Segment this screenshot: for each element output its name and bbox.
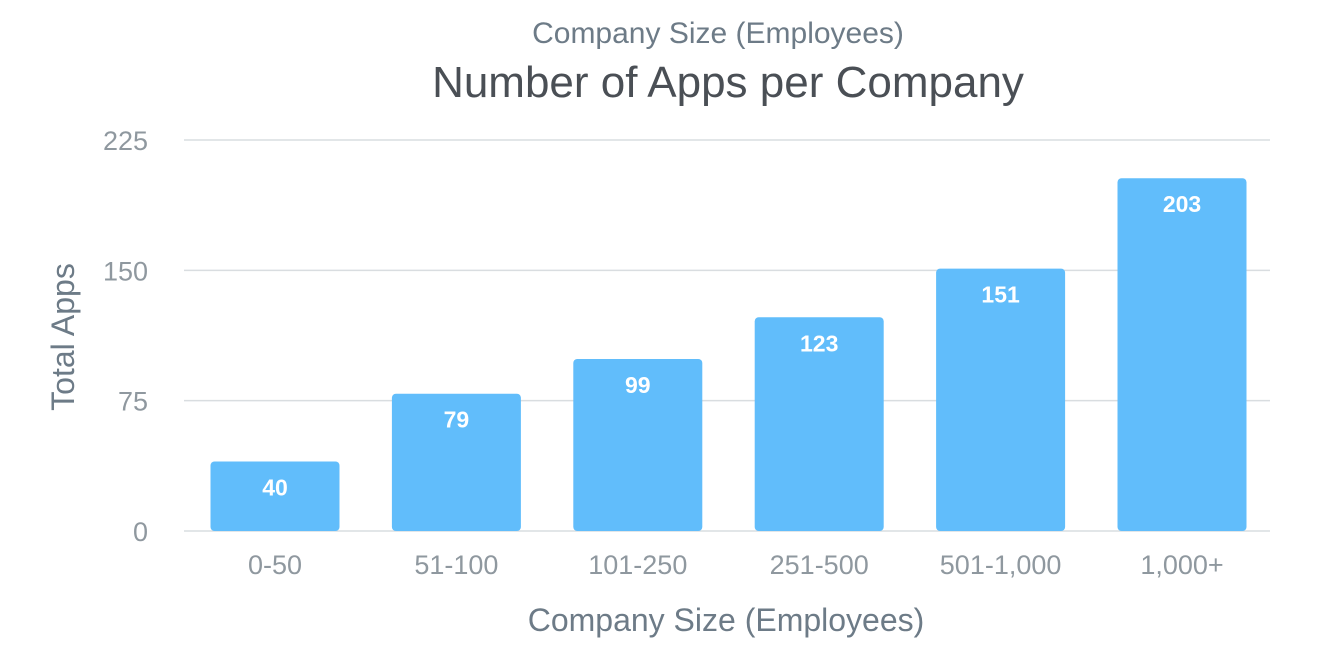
- x-tick-label: 1,000+: [1140, 550, 1223, 580]
- x-tick-label: 101-250: [588, 550, 687, 580]
- bar: [1117, 178, 1247, 531]
- bar: [210, 461, 340, 531]
- chart-title: Number of Apps per Company: [432, 58, 1024, 107]
- gridlines: [184, 139, 1270, 532]
- y-tick-label: 75: [118, 387, 148, 417]
- bar-value-label: 123: [800, 330, 838, 356]
- bar-value-label: 99: [625, 372, 651, 398]
- y-tick-label: 0: [133, 517, 148, 547]
- bar: [754, 317, 884, 531]
- x-tick-label: 0-50: [248, 550, 302, 580]
- y-axis-label: Total Apps: [45, 263, 81, 411]
- chart-subtitle: Company Size (Employees): [532, 17, 904, 50]
- x-axis-label: Company Size (Employees): [528, 602, 925, 638]
- x-tick-label: 51-100: [414, 550, 498, 580]
- bar-value-label: 203: [1163, 191, 1201, 217]
- y-axis-ticks: 0 75 150 225: [103, 126, 148, 547]
- bar-value-label: 79: [444, 407, 470, 433]
- y-tick-label: 225: [103, 126, 148, 156]
- bar: [936, 268, 1066, 531]
- x-axis-ticks: 0-50 51-100 101-250 251-500 501-1,000 1,000+: [248, 550, 1224, 580]
- bars: 40 79 99 123 151 203: [210, 178, 1247, 531]
- x-tick-label: 501-1,000: [940, 550, 1062, 580]
- bar-value-label: 151: [981, 282, 1020, 308]
- bar: [573, 358, 703, 531]
- x-tick-label: 251-500: [770, 550, 869, 580]
- y-tick-label: 150: [103, 256, 148, 286]
- bar: [391, 393, 521, 531]
- bar-value-label: 40: [262, 474, 288, 500]
